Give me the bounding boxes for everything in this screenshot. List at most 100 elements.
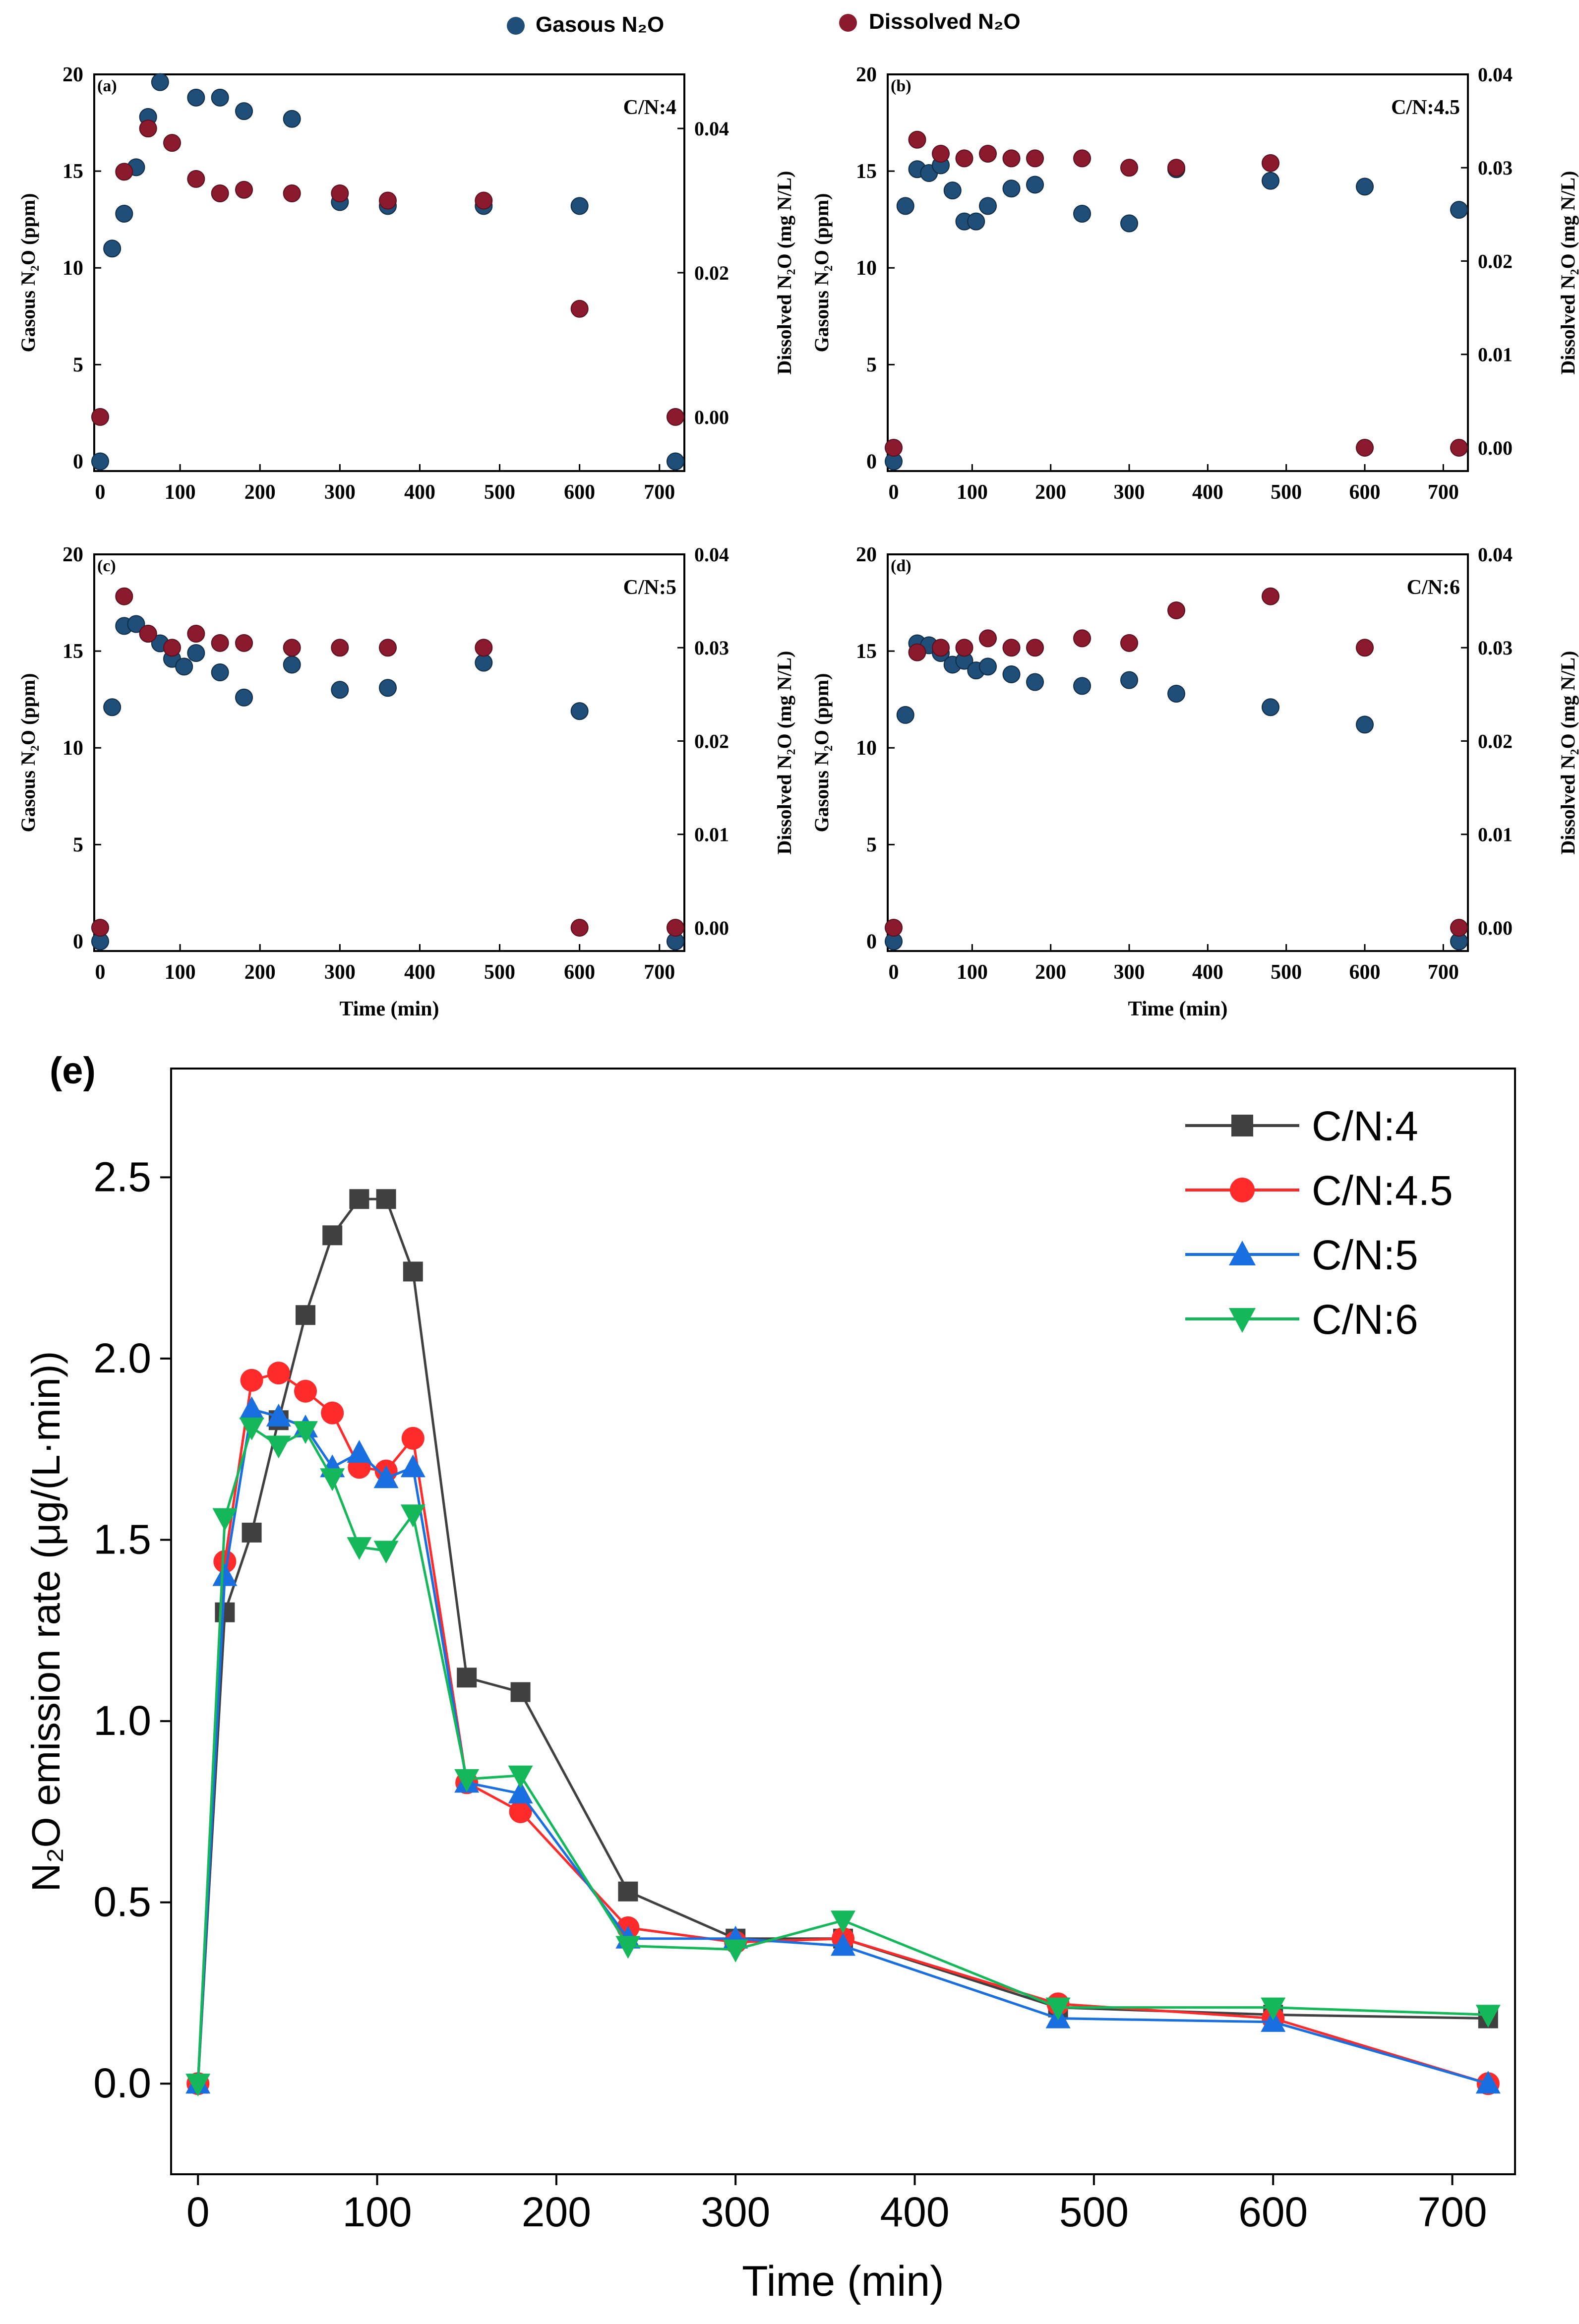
dissolved-point bbox=[1262, 587, 1279, 605]
data-point bbox=[373, 1541, 399, 1564]
panel-title: C/N:6 bbox=[1407, 576, 1460, 599]
series-c-n-5 bbox=[185, 1396, 1501, 2094]
data-point bbox=[723, 1939, 748, 1963]
x-tick-label: 300 bbox=[324, 961, 356, 984]
data-point bbox=[615, 1936, 641, 1959]
dissolved-point bbox=[908, 130, 926, 149]
dissolved-point bbox=[163, 639, 181, 657]
y-right-axis-title: Dissolved N₂O (mg N/L) bbox=[773, 171, 795, 375]
x-tick-label: 500 bbox=[1059, 2189, 1129, 2235]
data-point bbox=[454, 1769, 480, 1792]
data-point bbox=[296, 1305, 315, 1325]
x-tick-label: 600 bbox=[1349, 481, 1381, 504]
y-right-axis-title: Dissolved N₂O (mg N/L) bbox=[1557, 651, 1579, 855]
legend-label: C/N:4 bbox=[1312, 1103, 1418, 1149]
y-right-tick-label: 0.02 bbox=[1478, 730, 1513, 752]
data-point bbox=[508, 1781, 533, 1804]
panel-title: C/N:4 bbox=[623, 96, 676, 119]
y-left-axis-title: Gasous N₂O (ppm) bbox=[810, 673, 833, 833]
x-tick-label: 200 bbox=[244, 481, 276, 504]
data-point bbox=[1475, 2071, 1501, 2094]
gaseous-point bbox=[1356, 715, 1374, 734]
dissolved-point bbox=[932, 145, 950, 163]
gaseous-point bbox=[967, 212, 985, 231]
dissolved-point bbox=[379, 639, 397, 657]
x-tick-label: 0 bbox=[889, 481, 899, 504]
y-right-tick-label: 0.02 bbox=[694, 730, 729, 752]
data-point bbox=[320, 1468, 345, 1491]
x-tick-label: 300 bbox=[324, 481, 356, 504]
y-tick-label: 1.0 bbox=[93, 1697, 151, 1744]
y-left-tick-label: 10 bbox=[856, 737, 877, 760]
x-tick-label: 0 bbox=[186, 2189, 210, 2235]
panel-label: (e) bbox=[50, 1050, 96, 1092]
y-left-tick-label: 10 bbox=[856, 257, 877, 280]
legend-dissolved-label: Dissolved N₂O bbox=[869, 9, 1021, 34]
x-tick-label: 700 bbox=[644, 961, 675, 984]
dissolved-point bbox=[1450, 918, 1468, 937]
dissolved-point bbox=[1262, 154, 1279, 172]
x-tick-label: 300 bbox=[1114, 961, 1145, 984]
panel-e: (e) 0 100 200 300 400 500 600 700 0.0 0.5 1.0 1.5 2.0… bbox=[24, 1050, 1516, 2305]
gaseous-point bbox=[1002, 665, 1021, 683]
y-left-tick-label: 15 bbox=[856, 640, 877, 663]
dissolved-point bbox=[1002, 639, 1021, 657]
dissolved-point bbox=[235, 634, 253, 652]
gaseous-point bbox=[1262, 698, 1279, 716]
dissolved-point bbox=[331, 639, 349, 657]
dissolved-point bbox=[91, 918, 109, 937]
data-point bbox=[294, 1379, 317, 1403]
dissolved-point bbox=[283, 639, 301, 657]
plot-frame bbox=[887, 73, 1469, 472]
dissolved-point bbox=[955, 149, 973, 168]
legend-marker bbox=[1229, 1308, 1256, 1333]
y-right-tick-label: 0.03 bbox=[1478, 157, 1513, 179]
series-c-n-4-5 bbox=[186, 1362, 1500, 2095]
dissolved-point bbox=[1120, 634, 1138, 652]
panel-label: (d) bbox=[891, 557, 911, 575]
y-left-tick-label: 20 bbox=[62, 543, 83, 566]
data-point bbox=[508, 1765, 533, 1788]
series-line bbox=[196, 1408, 1489, 2085]
y-left-tick-label: 10 bbox=[62, 257, 83, 280]
data-point bbox=[1045, 1997, 1071, 2021]
y-tick-label: 1.5 bbox=[93, 1516, 151, 1562]
gaseous-point bbox=[896, 706, 914, 724]
y-right-tick-label: 0.00 bbox=[1478, 437, 1513, 459]
gaseous-point bbox=[1120, 214, 1138, 233]
dissolved-point bbox=[885, 918, 903, 937]
gaseous-point bbox=[475, 654, 493, 672]
data-point bbox=[618, 1881, 638, 1902]
data-point bbox=[347, 1440, 372, 1463]
y-right-tick-label: 0.00 bbox=[1478, 917, 1513, 939]
x-tick-label: 600 bbox=[564, 961, 595, 984]
dissolved-point bbox=[475, 639, 493, 657]
dissolved-point bbox=[1002, 149, 1021, 168]
y-left-tick-label: 5 bbox=[866, 354, 877, 376]
gaseous-point bbox=[1002, 179, 1021, 198]
legend-label: C/N:6 bbox=[1312, 1296, 1418, 1343]
x-axis-title: Time (min) bbox=[339, 998, 439, 1020]
data-point bbox=[831, 1910, 855, 1934]
plot-frame bbox=[93, 553, 685, 952]
gaseous-point bbox=[91, 452, 109, 471]
x-tick-label: 0 bbox=[95, 961, 106, 984]
data-point bbox=[1261, 1997, 1286, 2021]
x-tick-label: 300 bbox=[701, 2189, 770, 2235]
x-tick-label: 600 bbox=[564, 481, 595, 504]
x-tick-label: 400 bbox=[880, 2189, 949, 2235]
x-tick-label: 400 bbox=[1192, 961, 1223, 984]
y-right-tick-label: 0.00 bbox=[694, 406, 729, 428]
data-point bbox=[509, 1800, 532, 1823]
data-point bbox=[400, 1504, 425, 1528]
dissolved-point bbox=[115, 587, 133, 605]
dissolved-point bbox=[1167, 159, 1185, 177]
dissolved-point bbox=[570, 918, 589, 937]
y-right-tick-label: 0.04 bbox=[1478, 63, 1513, 86]
y-left-axis-title: Gasous N₂O (ppm) bbox=[17, 673, 39, 833]
data-point bbox=[347, 1537, 372, 1560]
dissolved-point bbox=[475, 191, 493, 210]
x-tick-label: 0 bbox=[889, 961, 899, 984]
y-right-tick-label: 0.01 bbox=[694, 824, 729, 846]
